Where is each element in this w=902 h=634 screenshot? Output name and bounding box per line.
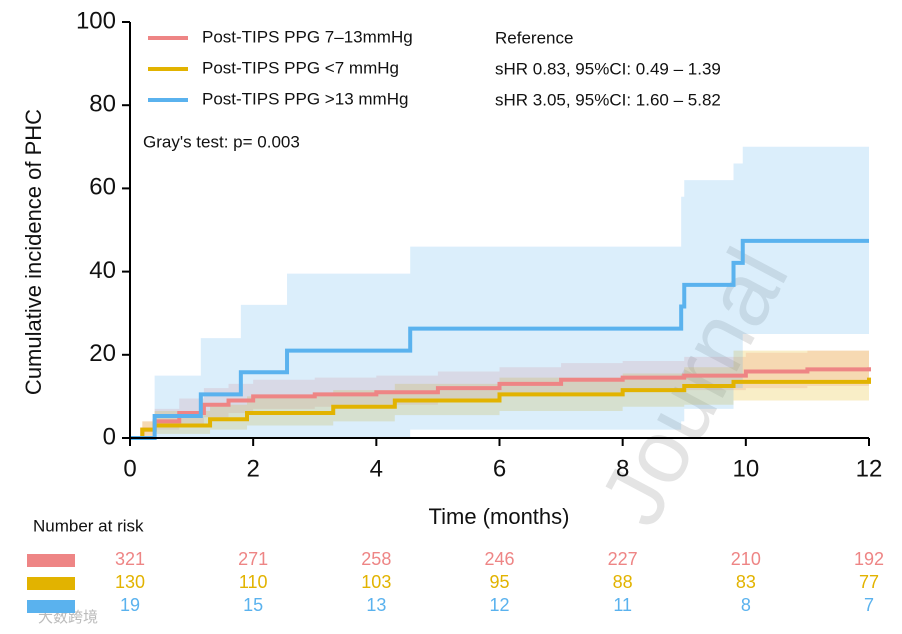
series-note: sHR 0.83, 95%CI: 0.49 – 1.39 bbox=[495, 59, 721, 78]
x-axis-title: Time (months) bbox=[429, 504, 570, 529]
y-tick-label: 40 bbox=[89, 257, 116, 284]
x-tick-label: 6 bbox=[493, 455, 506, 482]
risk-count: 11 bbox=[613, 595, 632, 615]
legend-label: Post-TIPS PPG 7–13mmHg bbox=[202, 27, 413, 46]
x-tick-label: 10 bbox=[732, 455, 759, 482]
risk-count: 15 bbox=[243, 595, 263, 615]
risk-count: 271 bbox=[238, 549, 268, 569]
risk-count: 8 bbox=[741, 595, 751, 615]
risk-count: 77 bbox=[859, 572, 879, 592]
risk-count: 321 bbox=[115, 549, 145, 569]
y-tick-label: 100 bbox=[76, 7, 116, 34]
risk-count: 12 bbox=[489, 595, 509, 615]
ci-band bbox=[130, 146, 869, 439]
annotation: Gray's test: p= 0.003 bbox=[143, 132, 300, 151]
risk-swatch bbox=[27, 600, 75, 613]
x-tick-label: 8 bbox=[616, 455, 629, 482]
y-tick-label: 20 bbox=[89, 340, 116, 367]
x-tick-label: 12 bbox=[856, 455, 883, 482]
risk-swatch bbox=[27, 577, 75, 590]
risk-count: 7 bbox=[864, 595, 874, 615]
risk-count: 95 bbox=[489, 572, 509, 592]
series-note: sHR 3.05, 95%CI: 1.60 – 5.82 bbox=[495, 90, 721, 109]
risk-count: 130 bbox=[115, 572, 145, 592]
step-line bbox=[130, 238, 869, 440]
risk-count: 13 bbox=[366, 595, 386, 615]
legend-label: Post-TIPS PPG >13 mmHg bbox=[202, 89, 408, 108]
risk-count: 88 bbox=[613, 572, 633, 592]
series-note: Reference bbox=[495, 28, 573, 47]
legend-label: Post-TIPS PPG <7 mmHg bbox=[202, 58, 399, 77]
step-line bbox=[130, 367, 871, 440]
risk-table-title: Number at risk bbox=[33, 516, 144, 535]
risk-count: 246 bbox=[484, 549, 514, 569]
risk-count: 227 bbox=[608, 549, 638, 569]
risk-count: 258 bbox=[361, 549, 391, 569]
risk-count: 19 bbox=[120, 595, 140, 615]
risk-count: 83 bbox=[736, 572, 756, 592]
y-tick-label: 60 bbox=[89, 174, 116, 201]
x-tick-label: 0 bbox=[123, 455, 136, 482]
risk-swatch bbox=[27, 554, 75, 567]
risk-count: 210 bbox=[731, 549, 761, 569]
risk-count: 103 bbox=[361, 572, 391, 592]
x-tick-label: 4 bbox=[370, 455, 383, 482]
ci-band bbox=[130, 346, 869, 438]
y-tick-label: 80 bbox=[89, 91, 116, 118]
risk-count: 192 bbox=[854, 549, 884, 569]
y-tick-label: 0 bbox=[103, 423, 116, 450]
x-tick-label: 2 bbox=[246, 455, 259, 482]
risk-count: 110 bbox=[239, 572, 268, 592]
y-axis-title: Cumulative incidence of PHC bbox=[21, 109, 46, 395]
